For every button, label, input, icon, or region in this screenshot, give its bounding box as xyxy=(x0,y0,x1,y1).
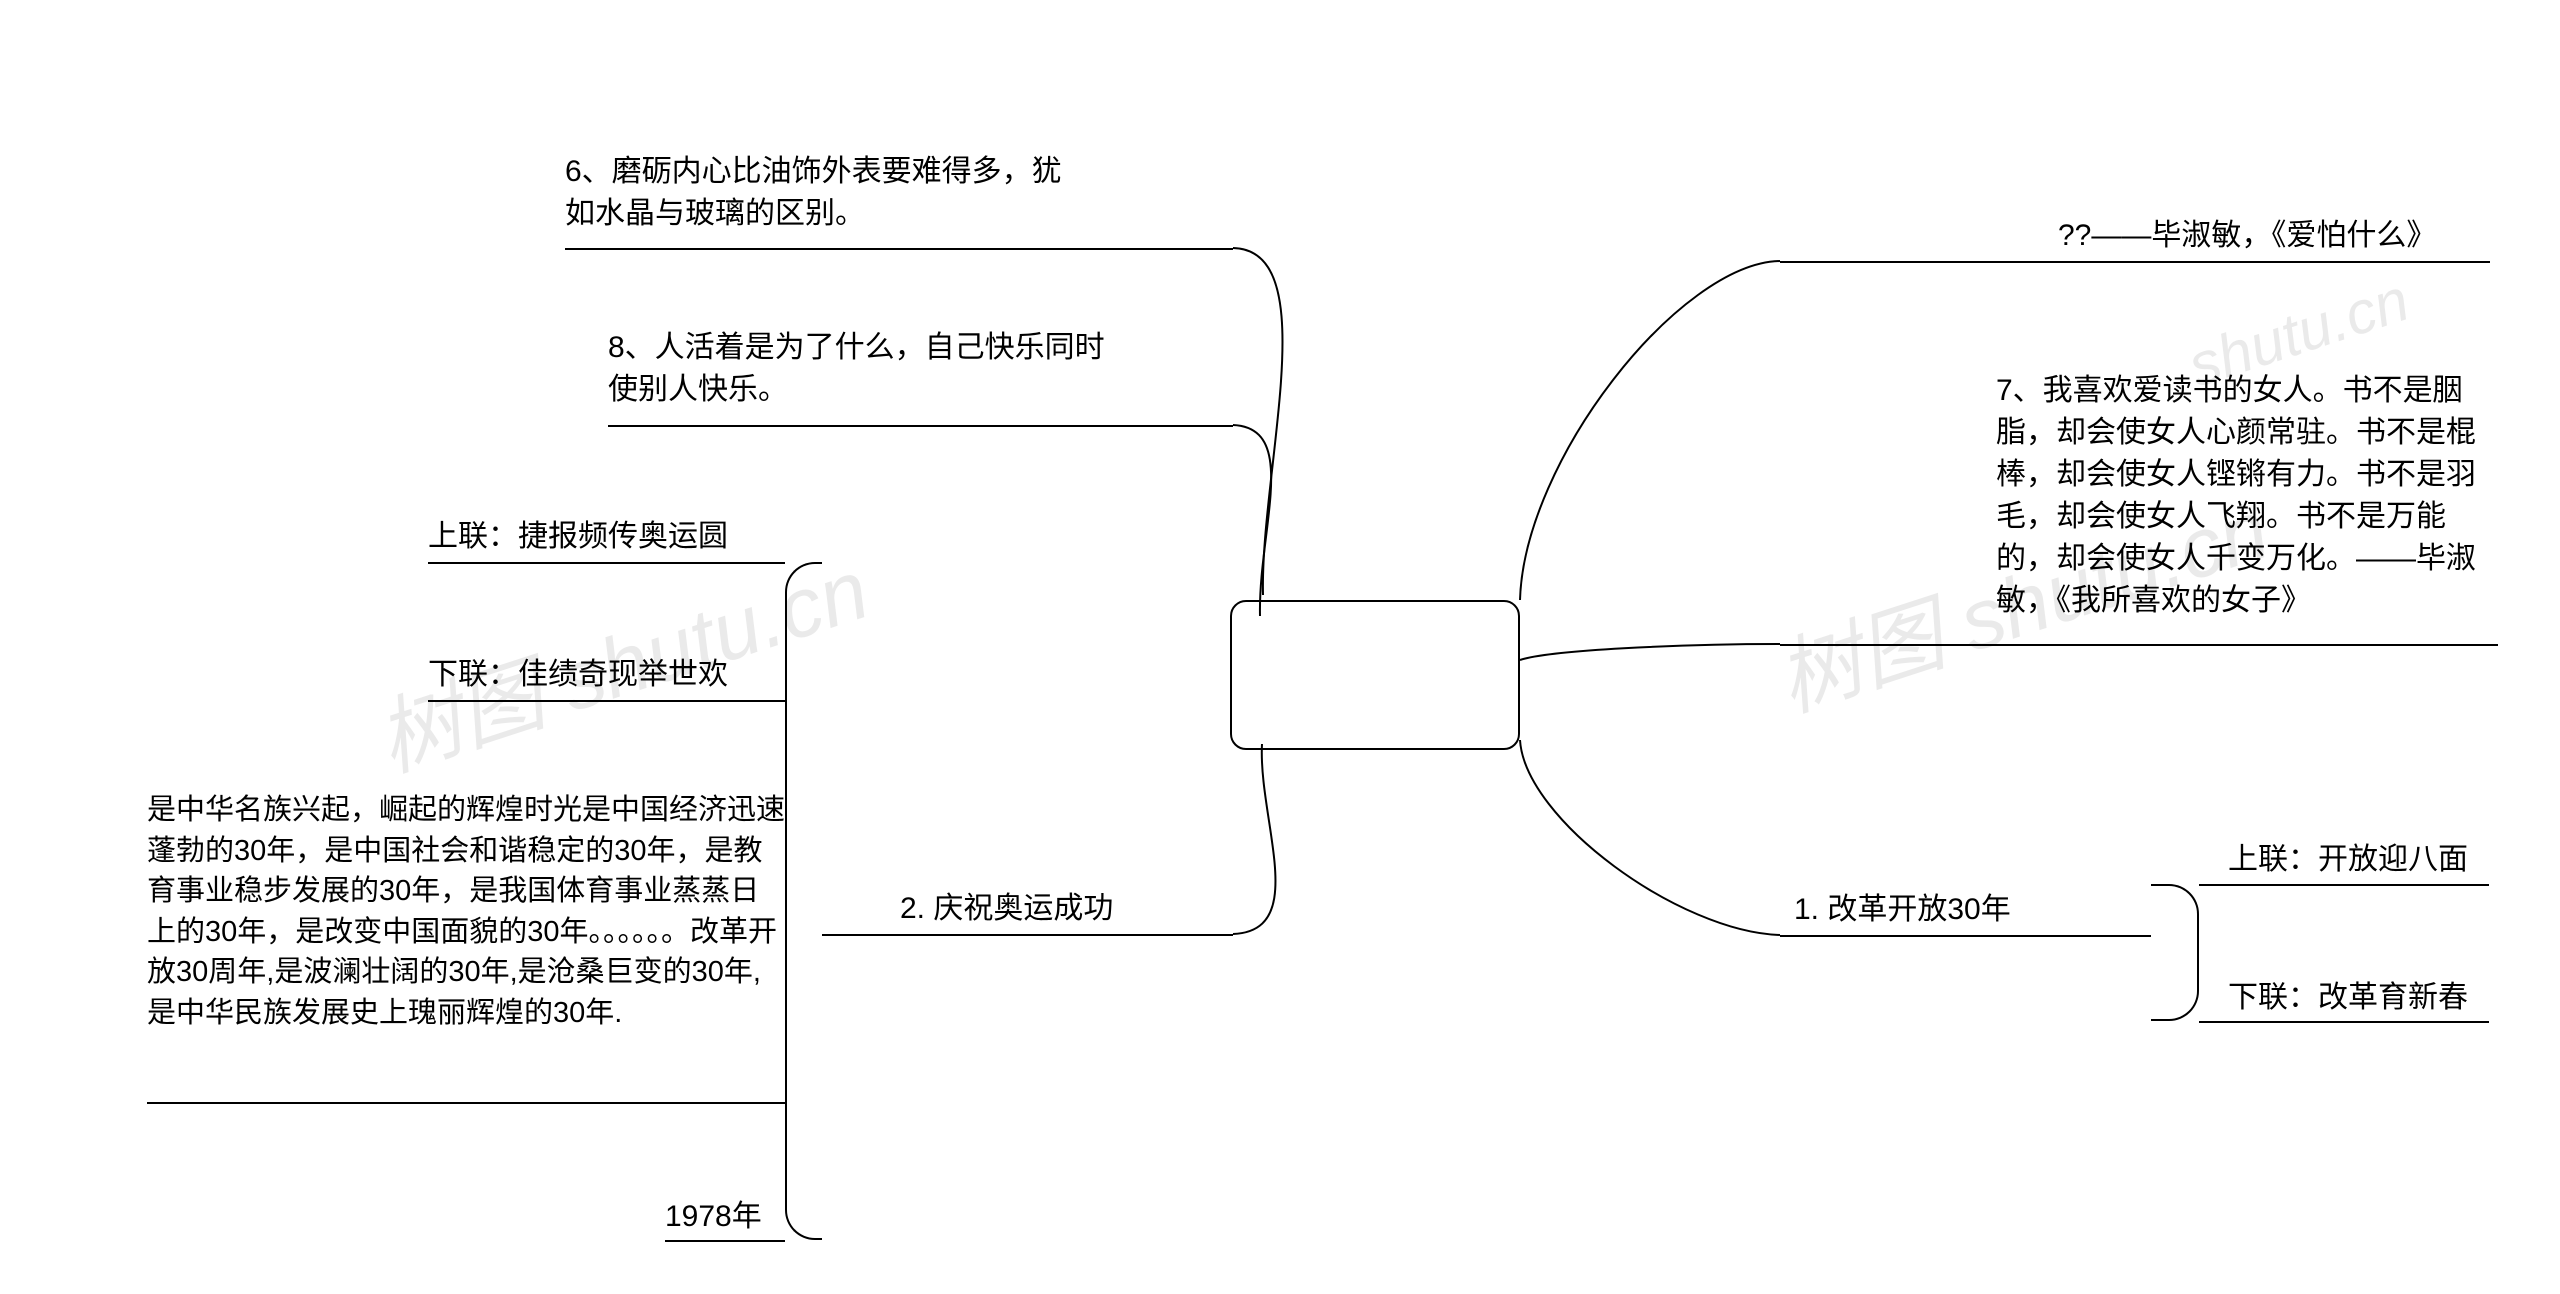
left-branch-1: 6、磨砺内心比油饰外表要难得多，犹如水晶与玻璃的区别。 xyxy=(565,151,1085,235)
left-branch-3-bracket xyxy=(785,562,822,1240)
left-branch-3b: 下联：佳绩奇现举世欢 xyxy=(428,654,758,696)
left-branch-2: 8、人活着是为了什么，自己快乐同时使别人快乐。 xyxy=(608,327,1108,411)
left-branch-3d-underline xyxy=(665,1240,785,1242)
left-branch-3a-underline xyxy=(428,562,785,564)
right-branch-1: ??——毕淑敏，《爱怕什么》 xyxy=(2058,215,2488,257)
right-branch-3a: 上联：开放迎八面 xyxy=(2228,839,2488,881)
left-branch-3c-underline xyxy=(147,1102,785,1104)
connector-svg xyxy=(0,0,2560,1294)
right-branch-3-underline xyxy=(1780,935,2151,937)
right-branch-2: 7、我喜欢爱读书的女人。书不是胭脂，却会使女人心颜常驻。书不是棍棒，却会使女人铿… xyxy=(1996,370,2496,622)
left-branch-3c: 是中华名族兴起，崛起的辉煌时光是中国经济迅速蓬勃的30年，是中国社会和谐稳定的3… xyxy=(147,790,787,1034)
right-branch-3: 1. 改革开放30年 xyxy=(1794,889,2034,931)
left-branch-3d: 1978年 xyxy=(665,1196,785,1238)
right-branch-1-underline xyxy=(1780,261,2490,263)
left-branch-1-underline xyxy=(565,248,1233,250)
right-branch-3b: 下联：改革育新春 xyxy=(2228,977,2488,1019)
left-branch-2-underline xyxy=(608,425,1233,427)
left-branch-3: 2. 庆祝奥运成功 xyxy=(900,888,1140,930)
left-branch-3-underline xyxy=(822,934,1233,936)
right-branch-3b-underline xyxy=(2199,1021,2489,1023)
right-branch-2-underline xyxy=(1780,644,2498,646)
right-branch-3-bracket xyxy=(2151,884,2199,1021)
left-branch-3a: 上联：捷报频传奥运圆 xyxy=(428,516,758,558)
right-branch-3a-underline xyxy=(2199,884,2489,886)
left-branch-3b-underline xyxy=(428,700,785,702)
